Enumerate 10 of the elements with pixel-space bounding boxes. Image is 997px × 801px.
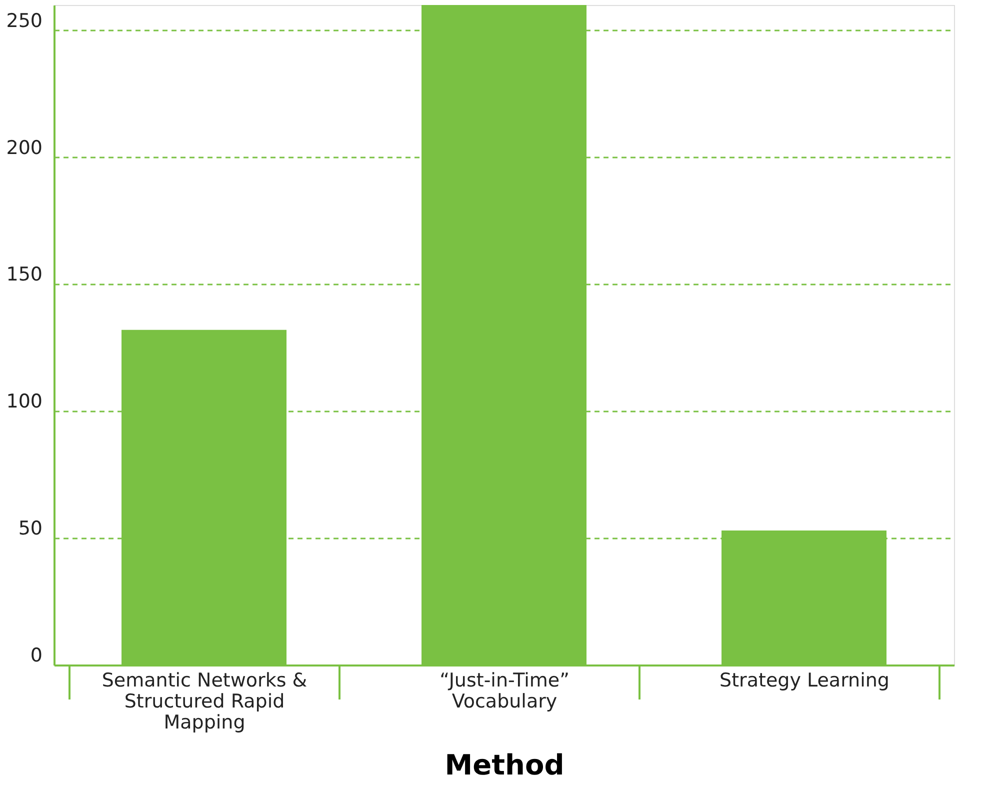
- x-tick-label: Semantic Networks & Structured Rapid Mapping: [102, 670, 308, 734]
- y-tick-label: 200: [6, 136, 42, 159]
- y-tick-label: 100: [6, 390, 42, 413]
- y-tick-label: 0: [30, 644, 42, 666]
- x-tick-label: Strategy Learning: [720, 670, 890, 692]
- y-tick-label: 150: [6, 264, 42, 286]
- x-tick-label: “Just-in-Time” Vocabulary: [440, 670, 570, 712]
- y-tick-label: 50: [18, 518, 42, 540]
- x-axis-title: Method: [444, 748, 564, 782]
- y-tick-label: 250: [6, 10, 42, 32]
